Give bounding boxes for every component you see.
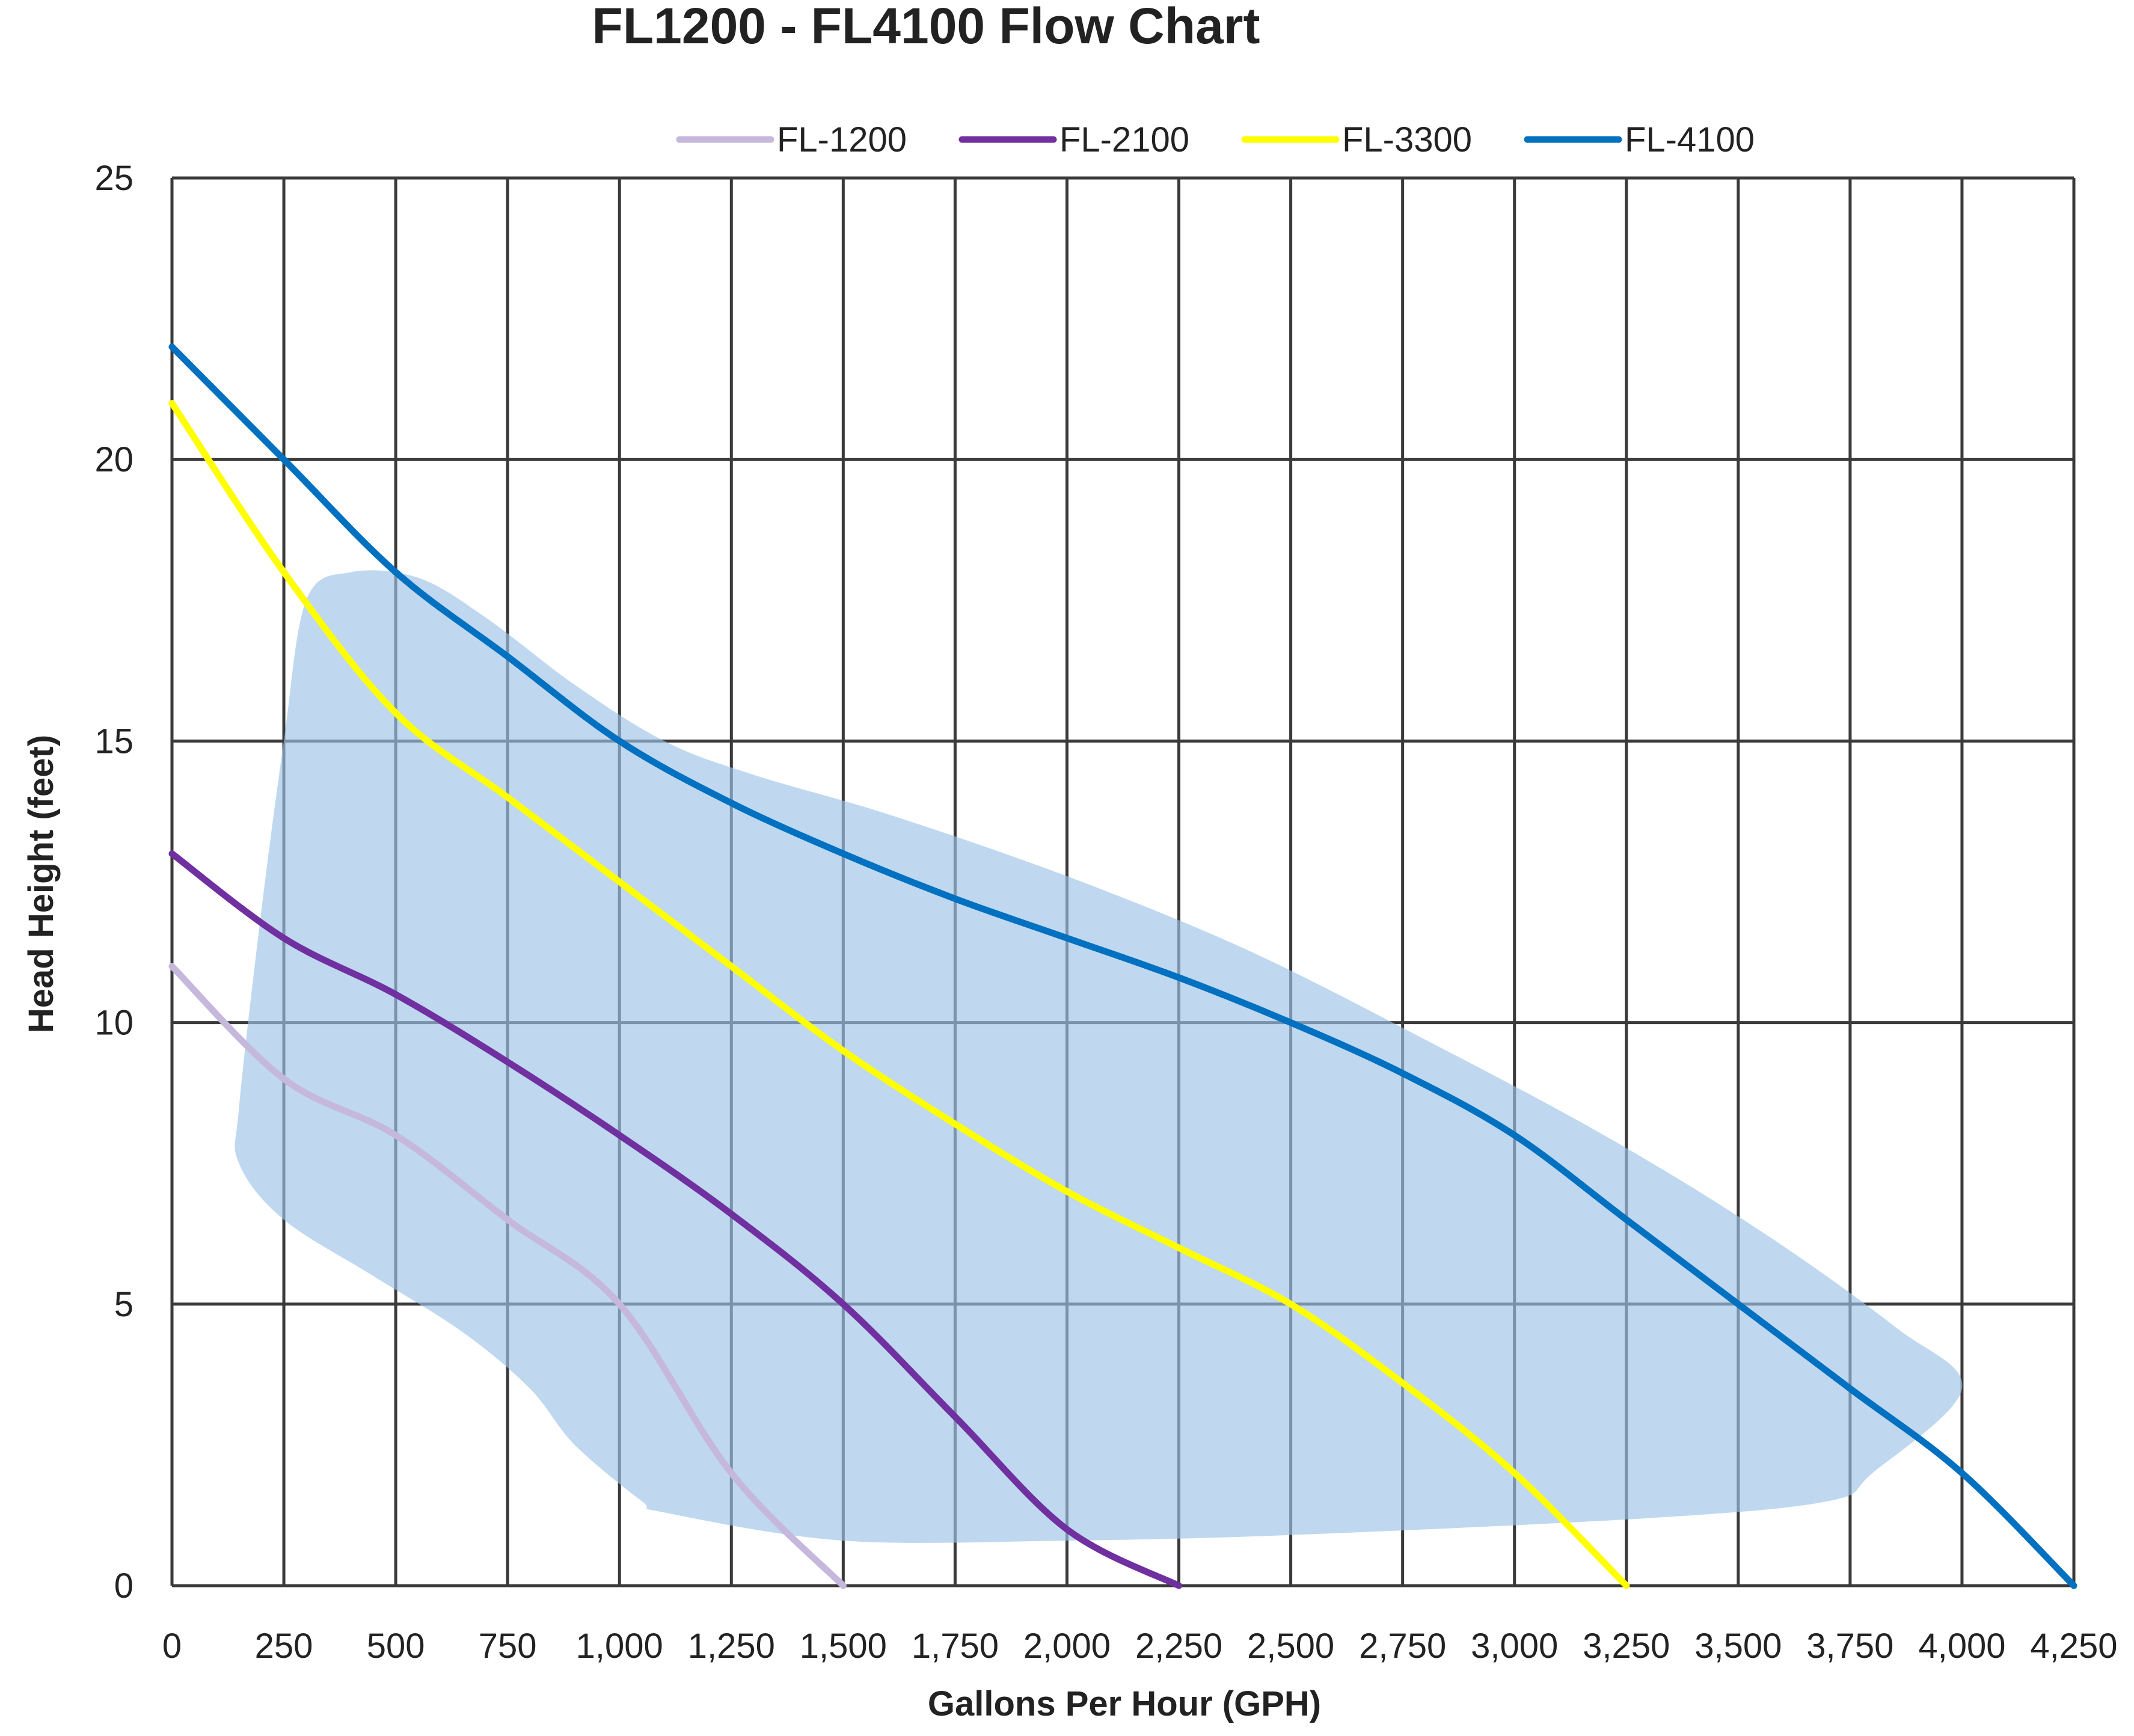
legend-label: FL-1200	[777, 120, 907, 159]
x-tick-label: 2,000	[1023, 1627, 1111, 1666]
x-tick-label: 4,250	[2030, 1627, 2117, 1666]
x-tick-label: 4,000	[1918, 1627, 2005, 1666]
series-line-fl-4100	[168, 343, 2077, 1589]
x-tick-label: 3,250	[1583, 1627, 1670, 1666]
y-axis-title: Head Height (feet)	[22, 735, 61, 1033]
x-tick-label: 500	[367, 1627, 425, 1666]
x-tick-label: 1,250	[688, 1627, 775, 1666]
x-tick-label: 2,250	[1135, 1627, 1222, 1666]
y-tick-label: 10	[94, 1004, 133, 1043]
x-axis-ticks: 0 250 500 750 1,000 1,250 1,500 1,750 2,000 2,250…	[162, 1627, 2118, 1666]
legend-label: FL-4100	[1625, 120, 1755, 159]
operating-range-area	[235, 570, 1963, 1543]
y-tick-label: 0	[114, 1566, 133, 1606]
x-tick-label: 3,500	[1694, 1627, 1782, 1666]
legend-label: FL-2100	[1059, 120, 1189, 159]
x-tick-label: 2,500	[1247, 1627, 1334, 1666]
x-tick-label: 3,750	[1806, 1627, 1893, 1666]
x-tick-label: 2,750	[1359, 1627, 1446, 1666]
series-line-fl-3300	[168, 400, 1630, 1589]
x-axis-title: Gallons Per Hour (GPH)	[928, 1684, 1321, 1723]
x-tick-label: 1,750	[912, 1627, 999, 1666]
x-tick-label: 1,500	[800, 1627, 887, 1666]
series-line-fl-1200	[168, 963, 847, 1589]
series-line-fl-2100	[168, 850, 1182, 1589]
y-tick-label: 20	[94, 440, 133, 479]
legend-label: FL-3300	[1342, 120, 1472, 159]
x-tick-label: 3,000	[1471, 1627, 1558, 1666]
series-lines	[168, 343, 2077, 1589]
x-tick-label: 1,000	[576, 1627, 663, 1666]
x-tick-label: 750	[479, 1627, 537, 1666]
x-tick-label: 0	[162, 1627, 182, 1666]
y-axis-ticks: 0 5 10 15 20 25	[94, 159, 133, 1606]
y-tick-label: 25	[94, 159, 133, 198]
legend: FL-1200 FL-2100 FL-3300 FL-4100	[676, 120, 1755, 159]
chart-title: FL1200 - FL4100 Flow Chart	[592, 0, 1260, 54]
x-tick-label: 250	[255, 1627, 313, 1666]
operating-range-shape	[235, 570, 1963, 1543]
y-tick-label: 5	[114, 1285, 133, 1324]
y-tick-label: 15	[94, 722, 133, 761]
